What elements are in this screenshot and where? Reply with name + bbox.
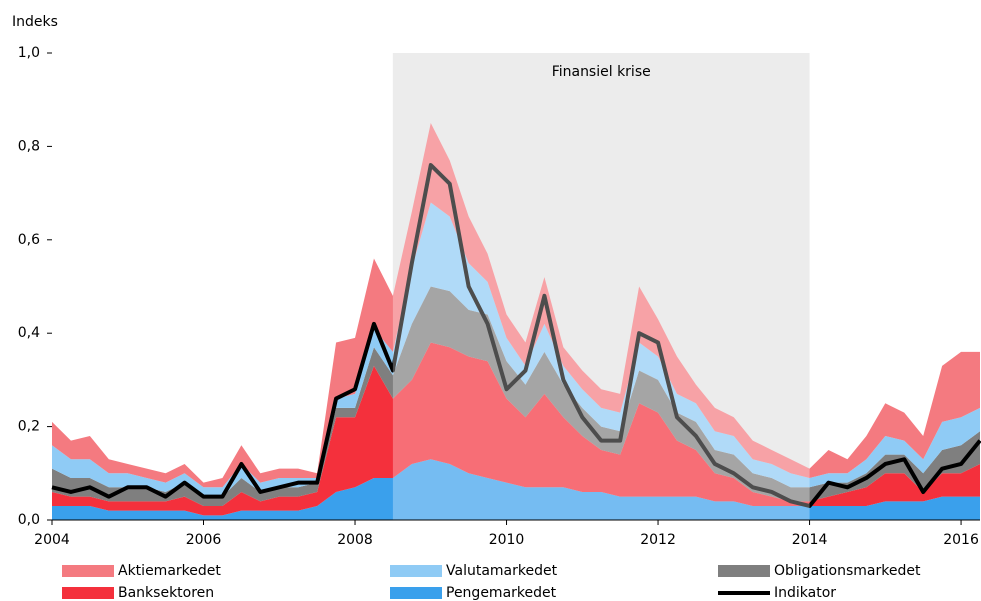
y-tick-label: 0,0 (18, 512, 40, 528)
x-tick-label: 2014 (792, 532, 828, 548)
y-tick-label: 0,6 (18, 232, 40, 248)
x-tick-label: 2008 (337, 532, 373, 548)
y-axis-label: Indeks (12, 14, 58, 30)
y-tick-label: 0,4 (18, 325, 40, 341)
y-tick-label: 0,8 (18, 138, 40, 154)
x-tick-label: 2010 (489, 532, 525, 548)
legend-label: Valutamarkedet (446, 563, 558, 579)
legend-swatch (62, 565, 114, 577)
x-tick-label: 2012 (640, 532, 676, 548)
legend-label: Indikator (774, 585, 836, 601)
legend-label: Pengemarkedet (446, 585, 557, 601)
area (52, 286, 980, 506)
legend-swatch (62, 587, 114, 599)
legend-label: Banksektoren (118, 585, 214, 601)
shaded-overlay (392, 53, 810, 520)
x-tick-label: 2004 (34, 532, 70, 548)
y-tick-label: 1,0 (18, 45, 40, 61)
legend-label: Obligationsmarkedet (774, 563, 921, 579)
legend-swatch (718, 565, 770, 577)
legend-label: Aktiemarkedet (118, 563, 221, 579)
x-tick-label: 2016 (943, 532, 979, 548)
shaded-label: Finansiel krise (552, 64, 651, 80)
x-tick-label: 2006 (186, 532, 222, 548)
line (51, 163, 981, 508)
area (52, 459, 980, 520)
legend-swatch (390, 565, 442, 577)
legend-swatch (390, 587, 442, 599)
y-tick-label: 0,2 (18, 419, 40, 435)
area (52, 342, 980, 516)
